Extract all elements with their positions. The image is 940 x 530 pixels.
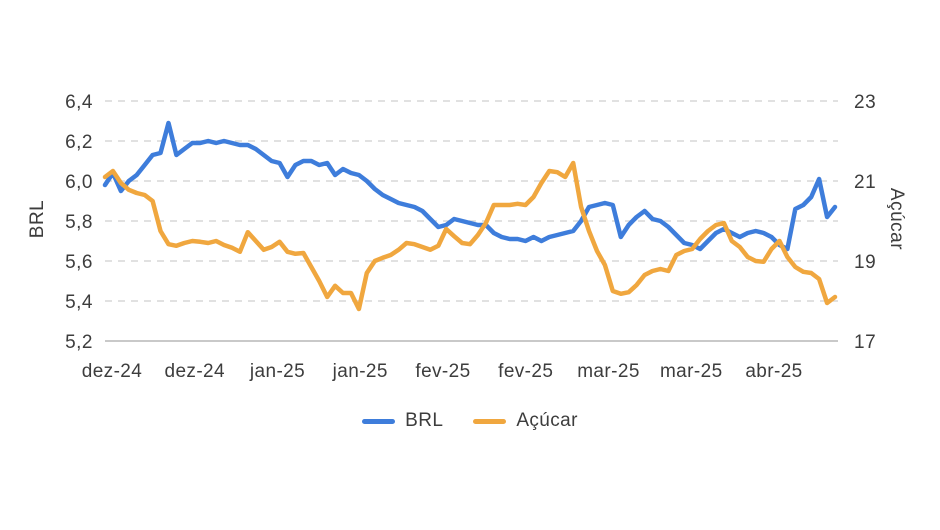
series-line-açúcar — [102, 160, 838, 312]
x-axis-tick-label: mar-25 — [660, 361, 723, 382]
series-line-brl — [102, 120, 838, 252]
legend-item-brl: BRL — [362, 410, 443, 432]
x-axis-tick-label: jan-25 — [332, 361, 388, 382]
x-axis-tick-label: fev-25 — [415, 361, 470, 382]
x-axis-tick-label: jan-25 — [249, 361, 305, 382]
left-axis-tick-label: 5,2 — [65, 332, 93, 353]
x-axis-tick-label: fev-25 — [498, 361, 553, 382]
x-axis-tick-label: dez-24 — [82, 361, 143, 382]
right-axis-title: Açúcar — [886, 187, 907, 251]
left-axis-tick-label: 5,4 — [65, 292, 93, 313]
legend-item-acucar: Açúcar — [473, 410, 578, 432]
legend-label-brl: BRL — [405, 410, 444, 431]
right-axis-tick-label: 23 — [854, 92, 876, 113]
left-axis-tick-label: 5,8 — [65, 212, 93, 233]
legend-label-acucar: Açúcar — [516, 410, 578, 431]
left-axis-tick-label: 6,4 — [65, 92, 93, 113]
right-axis-tick-label: 21 — [854, 172, 876, 193]
brl-line-swatch-icon — [362, 418, 396, 424]
acucar-line-swatch-icon — [473, 418, 507, 424]
right-axis-tick-label: 19 — [854, 252, 876, 273]
chart-legend: BRL Açúcar — [0, 404, 940, 438]
left-axis-tick-label: 5,6 — [65, 252, 93, 273]
left-axis-title: BRL — [27, 199, 48, 239]
left-axis-tick-label: 6,2 — [65, 132, 93, 153]
right-axis-tick-label: 17 — [854, 332, 876, 353]
x-axis-tick-label: mar-25 — [577, 361, 640, 382]
x-axis-tick-label: dez-24 — [165, 361, 226, 382]
left-axis-tick-label: 6,0 — [65, 172, 93, 193]
x-axis-tick-label: abr-25 — [745, 361, 802, 382]
